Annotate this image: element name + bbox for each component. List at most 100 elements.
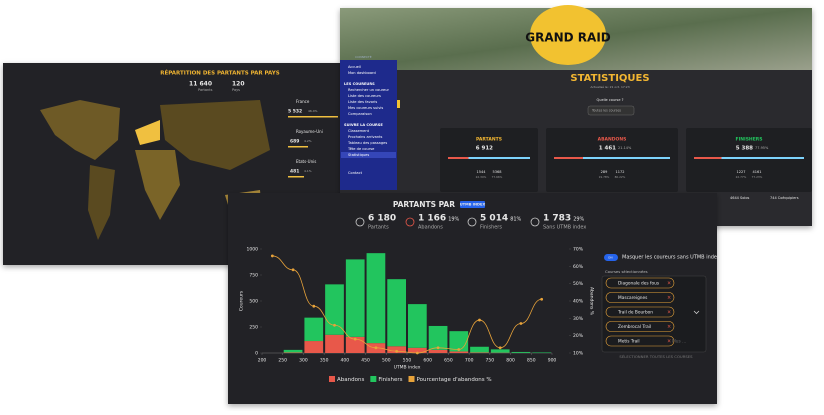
- menu-item[interactable]: Statistiques: [348, 153, 369, 157]
- bar-segment: [284, 352, 303, 353]
- course-pill[interactable]: [606, 336, 674, 346]
- menu-handle[interactable]: [397, 100, 400, 108]
- card-right: 5368: [493, 170, 502, 174]
- solos: 4644 Solos: [730, 196, 749, 200]
- menu-section: SUIVRE LA COURSE: [344, 123, 383, 127]
- y2-tick-label: 40%: [573, 299, 584, 305]
- kpi-label: Finishers: [480, 225, 502, 231]
- toggle-label: Masquer les coureurs sans UTMB index: [622, 255, 720, 261]
- x-tick-label: 300: [299, 358, 308, 364]
- card-title: PARTANTS: [476, 137, 502, 143]
- x-tick-label: 700: [465, 358, 474, 364]
- y-tick-label: 500: [249, 299, 258, 305]
- total: 11 640: [189, 81, 212, 88]
- countries-label: Pays: [232, 88, 240, 92]
- course-remove[interactable]: ×: [667, 310, 671, 316]
- line-point: [437, 346, 440, 349]
- x-tick-label: 200: [258, 358, 267, 364]
- menu-item[interactable]: Tête de course: [347, 147, 375, 151]
- card-right-pct: 77.23%: [752, 175, 763, 179]
- x-tick-label: 350: [320, 358, 329, 364]
- y2-tick-label: 20%: [573, 333, 584, 339]
- course-name: Mascareignes: [618, 295, 648, 301]
- line-point: [271, 255, 274, 258]
- card-pct: 21.14%: [618, 146, 632, 150]
- bar-segment: [408, 304, 427, 348]
- bar-segment: [429, 326, 448, 350]
- country-bar: [288, 146, 308, 148]
- bar-segment: [367, 253, 386, 343]
- select-all[interactable]: SÉLECTIONNER TOUTES LES COURSES: [619, 354, 693, 359]
- bar-segment: [387, 279, 406, 346]
- menu-item[interactable]: Mes coureurs suivis: [348, 106, 383, 110]
- legend-swatch[interactable]: [329, 376, 335, 382]
- card-left: 1544: [477, 170, 487, 174]
- x-tick-label: 400: [341, 358, 350, 364]
- course-remove[interactable]: ×: [667, 339, 671, 345]
- line-point: [292, 268, 295, 271]
- course-remove[interactable]: ×: [667, 281, 671, 287]
- title-badge-text: UTMB INDEX: [460, 203, 486, 207]
- chart-title: PARTANTS PAR: [393, 200, 455, 209]
- menu-item[interactable]: Tableau des passages: [347, 141, 387, 145]
- total-label: Partants: [198, 88, 213, 92]
- menu-item[interactable]: Accueil: [348, 65, 361, 69]
- logo-text: GRAND RAID: [525, 31, 611, 45]
- line-point: [333, 324, 336, 327]
- y2-axis-title: Abandons %: [589, 287, 595, 316]
- x-tick-label: 750: [486, 358, 495, 364]
- card-bar-right: [722, 157, 805, 159]
- line-point: [395, 350, 398, 353]
- country-bar: [288, 176, 304, 178]
- x-tick-label: 250: [278, 358, 287, 364]
- y2-tick-label: 10%: [573, 351, 584, 357]
- course-remove[interactable]: ×: [667, 324, 671, 330]
- x-tick-label: 650: [444, 358, 453, 364]
- legend-swatch[interactable]: [409, 376, 415, 382]
- stats-title: STATISTIQUES: [570, 73, 649, 84]
- country-name: Etats-Unis: [296, 159, 316, 164]
- line-point: [499, 346, 502, 349]
- card-left-pct: 22.34%: [476, 175, 487, 179]
- course-remove[interactable]: ×: [667, 295, 671, 301]
- x-tick-label: 900: [548, 358, 557, 364]
- card-left: 1227: [737, 170, 746, 174]
- menu-item[interactable]: Liste des favoris: [348, 100, 377, 104]
- selected-label: Courses sélectionnées: [605, 269, 648, 274]
- menu-item[interactable]: Prochains arrivants: [348, 135, 383, 139]
- menu-item[interactable]: Liste des coureurs: [348, 94, 381, 98]
- legend-swatch[interactable]: [370, 376, 376, 382]
- course-name: Zembrocal Trail: [618, 324, 651, 330]
- country-bar: [288, 116, 338, 118]
- menu-item[interactable]: Contact: [348, 171, 363, 175]
- card-bar-right: [469, 157, 531, 159]
- bar-segment: [304, 318, 323, 341]
- menu-section: LES COUREURS: [344, 82, 375, 86]
- card-right: 1172: [616, 170, 625, 174]
- select-text: Toutes les courses: [591, 109, 621, 113]
- legend-label[interactable]: Finishers: [378, 377, 402, 383]
- country-name: France: [296, 99, 310, 104]
- card-bar-left: [554, 157, 583, 159]
- line-point: [520, 322, 523, 325]
- y2-tick-label: 30%: [573, 316, 584, 322]
- bar-segment: [284, 350, 303, 353]
- menu-item[interactable]: Comparaison: [348, 112, 372, 116]
- toggle-state: ON: [608, 256, 613, 260]
- bar-segment: [532, 352, 551, 353]
- y2-tick-label: 70%: [573, 247, 584, 253]
- card-right-pct: 80.22%: [615, 175, 626, 179]
- kpi-pct: 29%: [573, 217, 584, 223]
- menu-item[interactable]: Rechercher un coureur: [348, 88, 390, 92]
- kpi-value: 6 180: [368, 214, 396, 224]
- legend-label[interactable]: Pourcentage d'abandons %: [417, 377, 492, 383]
- bar-segment: [346, 259, 365, 336]
- menu-item[interactable]: Mon dashboard: [348, 71, 376, 75]
- card-bar-right: [583, 157, 670, 159]
- menu-item[interactable]: Classement: [348, 129, 370, 133]
- course-name: Trail de Bourbon: [617, 310, 653, 316]
- legend-label[interactable]: Abandons: [337, 377, 364, 383]
